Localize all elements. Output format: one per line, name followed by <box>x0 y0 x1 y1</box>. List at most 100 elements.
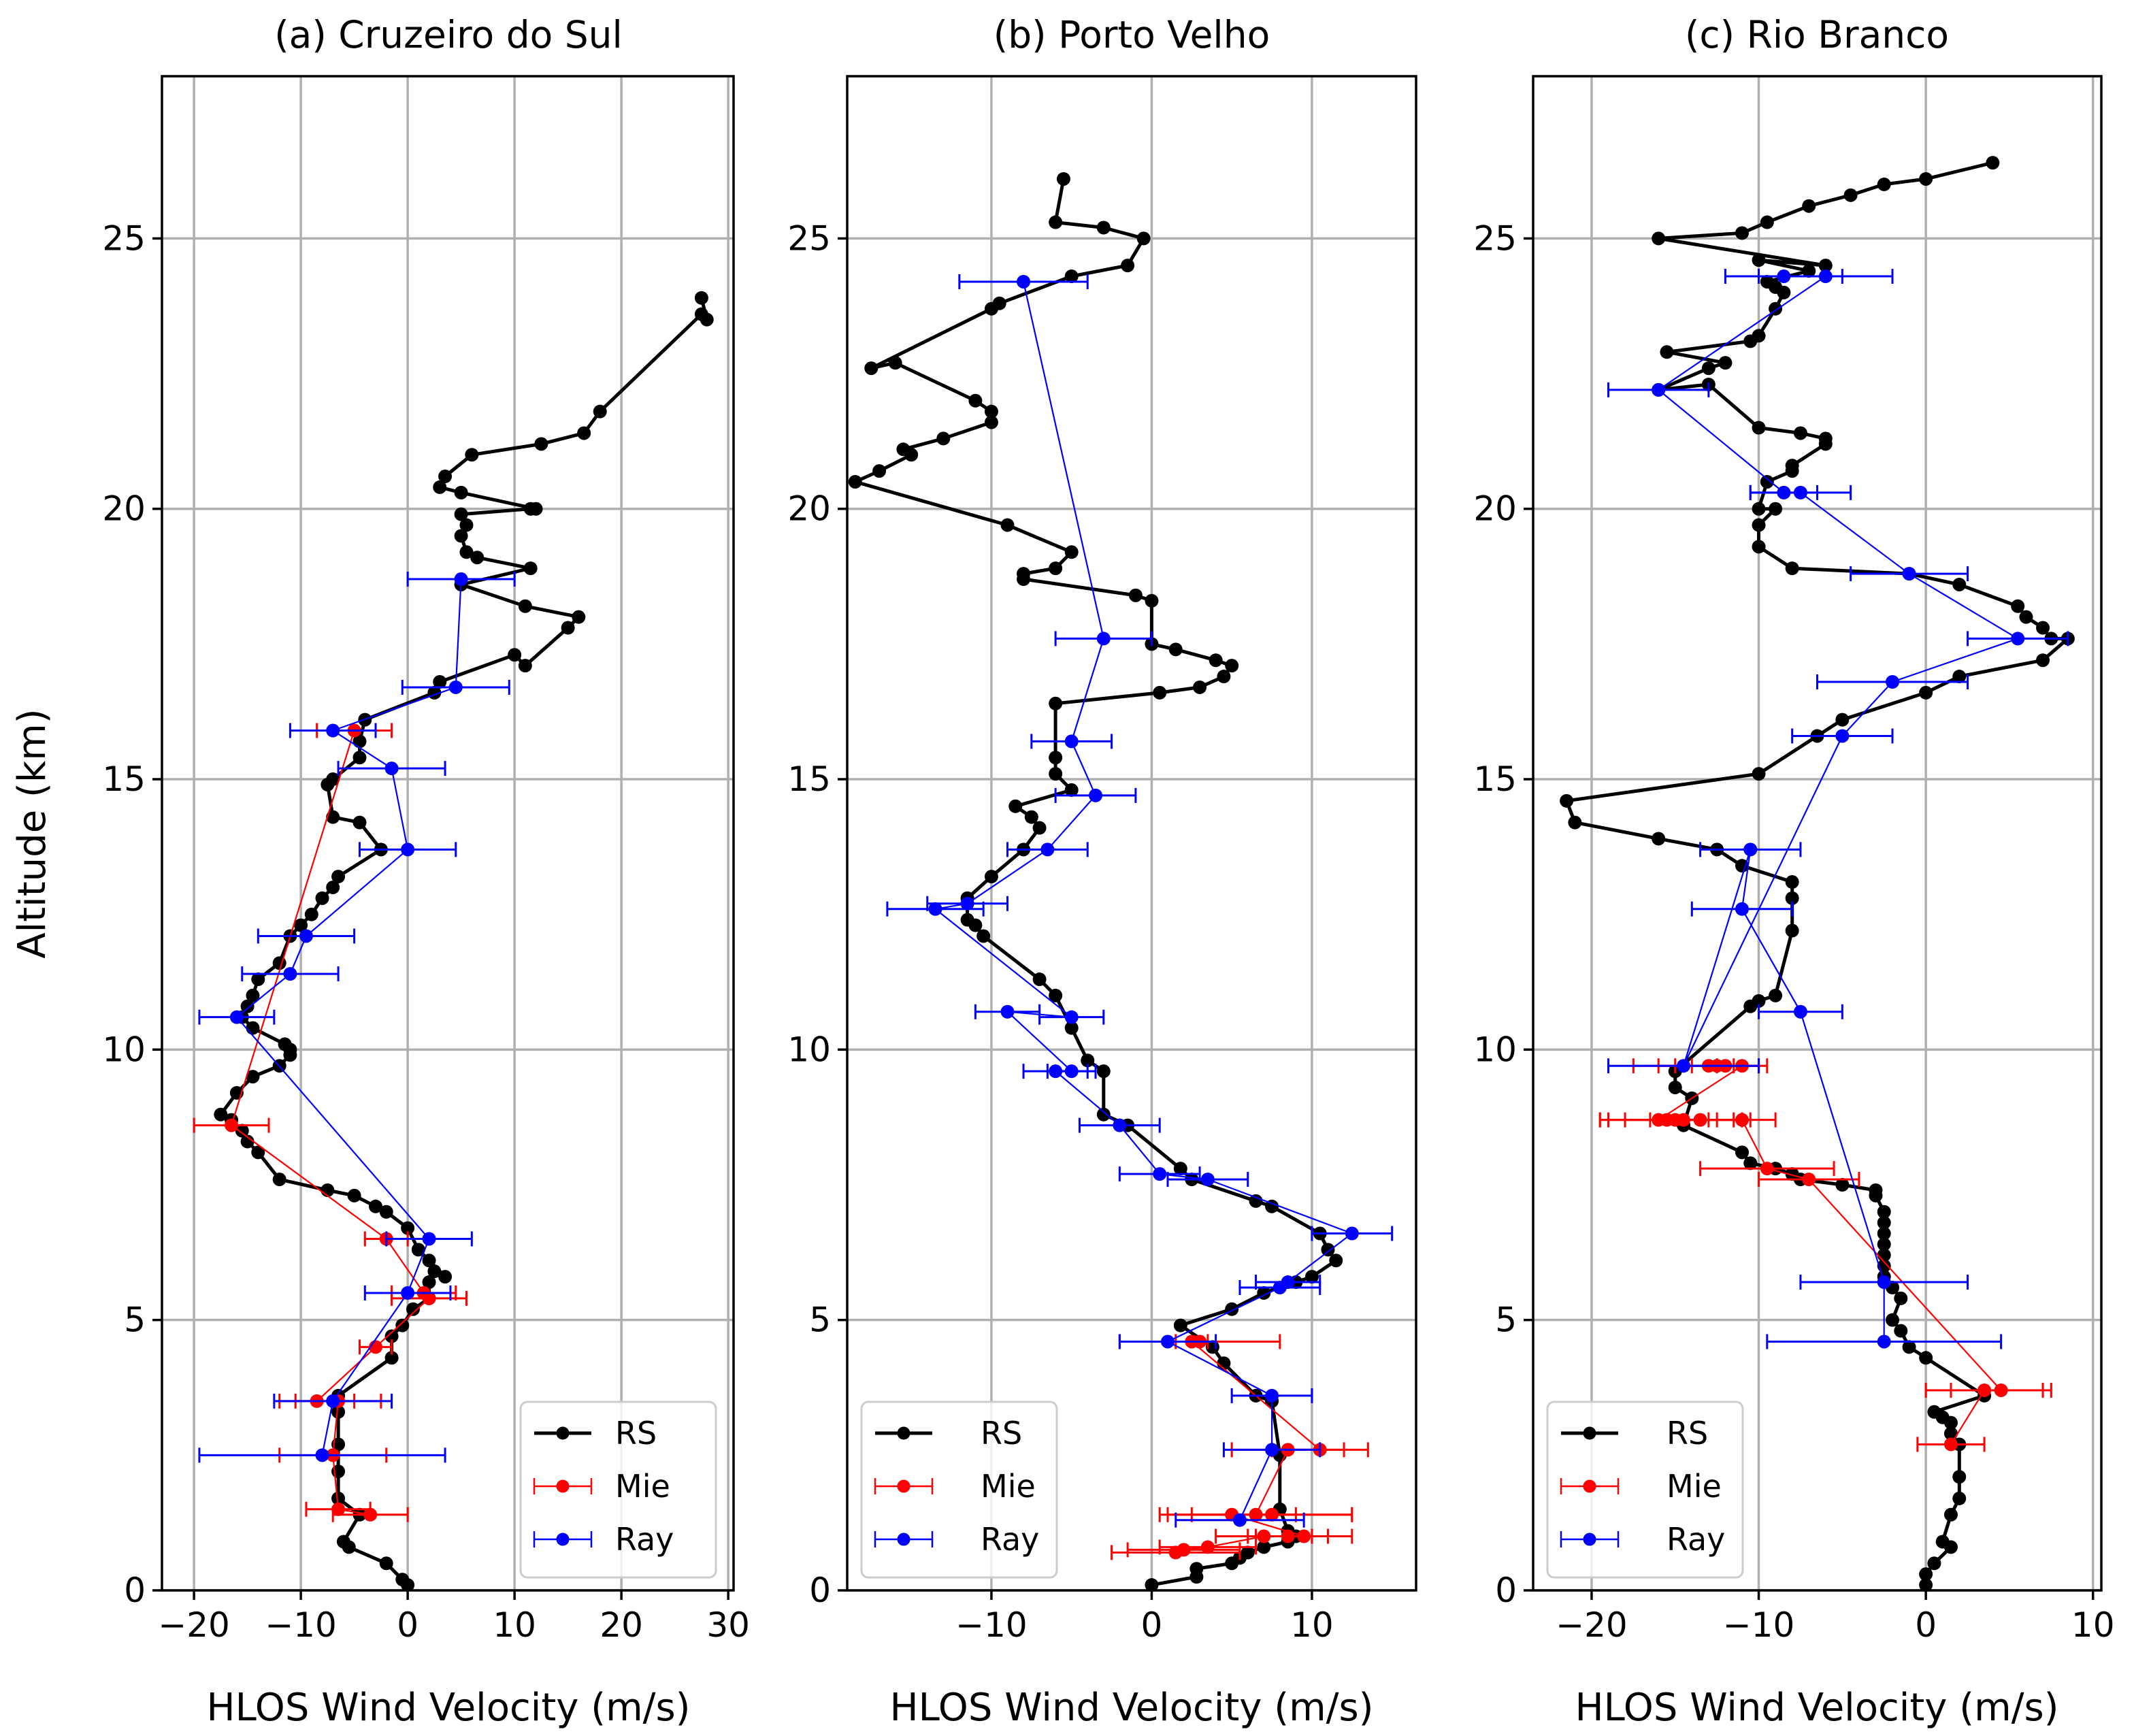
chart-title: (b) Porto Velho <box>994 13 1270 56</box>
data-point-rs <box>1225 659 1239 673</box>
data-point-ray <box>1735 902 1749 916</box>
data-point-rs <box>1877 1205 1891 1219</box>
data-point-rs <box>1652 832 1666 846</box>
y-tick-label: 10 <box>102 1030 146 1069</box>
data-point-rs <box>1952 670 1967 684</box>
data-point-rs <box>2011 599 2025 613</box>
data-point-rs <box>1121 259 1135 273</box>
data-point-rs <box>1321 1243 1335 1257</box>
data-point-ray <box>1064 734 1079 749</box>
data-point-rs <box>1935 1535 1950 1549</box>
data-point-rs <box>518 599 532 613</box>
data-point-rs <box>1652 231 1666 246</box>
data-point-rs <box>1877 1215 1891 1230</box>
data-point-rs <box>561 621 575 635</box>
data-point-rs <box>992 296 1006 310</box>
data-point-rs <box>534 437 548 451</box>
data-point-ray <box>1113 1118 1127 1132</box>
data-point-rs <box>272 956 286 970</box>
data-point-rs <box>1024 810 1038 824</box>
x-tick-label: 10 <box>2071 1605 2115 1645</box>
data-point-rs <box>1064 783 1079 797</box>
data-point-ray <box>1793 1004 1807 1019</box>
data-point-rs <box>1257 1540 1271 1554</box>
data-point-ray <box>448 680 463 694</box>
data-point-mie <box>1297 1529 1311 1543</box>
data-point-ray <box>1652 382 1666 397</box>
data-point-rs <box>864 361 879 376</box>
data-point-rs <box>1769 988 1783 1002</box>
data-point-rs <box>304 907 318 921</box>
series-rs <box>1560 156 2075 1592</box>
data-point-rs <box>1785 561 1799 576</box>
data-point-rs <box>1056 171 1070 186</box>
data-point-mie <box>1652 1113 1666 1127</box>
data-point-ray <box>1777 269 1791 284</box>
data-point-rs <box>1064 269 1079 284</box>
data-point-rs <box>1193 680 1207 694</box>
chart-title: (c) Rio Branco <box>1685 13 1949 56</box>
data-point-rs <box>438 470 453 484</box>
data-point-rs <box>1568 815 1582 830</box>
data-point-ray <box>1265 1388 1279 1403</box>
data-point-ray <box>1089 788 1103 802</box>
data-point-rs <box>848 474 862 489</box>
x-axis-label: HLOS Wind Velocity (m/s) <box>889 1686 1373 1730</box>
data-point-rs <box>1049 767 1063 781</box>
data-point-rs <box>1064 1021 1079 1035</box>
data-point-rs <box>1793 426 1807 440</box>
data-point-rs <box>1049 751 1063 765</box>
y-tick-label: 15 <box>1473 759 1517 799</box>
data-point-rs <box>406 1302 420 1316</box>
data-point-rs <box>872 464 887 478</box>
data-point-rs <box>2036 621 2050 635</box>
data-point-rs <box>1835 713 1850 727</box>
plot-frame <box>161 75 735 1592</box>
data-point-rs <box>1919 1351 1933 1365</box>
data-point-rs <box>1894 1324 1908 1338</box>
data-point-rs <box>331 1491 346 1505</box>
data-point-ray <box>928 902 942 916</box>
data-point-rs <box>976 929 991 943</box>
data-point-ray <box>401 842 415 857</box>
data-point-rs <box>384 1329 399 1343</box>
data-point-mie <box>225 1118 239 1132</box>
data-point-rs <box>1785 923 1799 938</box>
data-point-rs <box>1752 421 1766 435</box>
data-point-rs <box>1081 1053 1095 1068</box>
data-point-rs <box>251 1145 265 1160</box>
data-point-mie <box>1693 1113 1707 1127</box>
data-point-rs <box>577 426 591 440</box>
data-point-rs <box>1718 356 1733 370</box>
data-point-rs <box>1168 642 1183 657</box>
y-tick-label: 25 <box>787 218 831 258</box>
data-point-rs <box>294 918 308 932</box>
data-point-rs <box>968 393 983 408</box>
data-point-rs <box>1752 540 1766 554</box>
data-point-rs <box>508 648 522 662</box>
data-point-ray <box>229 1010 244 1024</box>
legend-label-rs: RS <box>981 1415 1022 1452</box>
data-point-ray <box>1064 1064 1079 1079</box>
data-point-ray <box>315 1448 329 1462</box>
x-tick-label: −10 <box>1723 1605 1795 1645</box>
data-point-ray <box>283 967 297 981</box>
data-point-rs <box>379 1205 393 1219</box>
data-point-ray <box>1049 1064 1063 1079</box>
y-tick-label: 0 <box>1495 1571 1517 1610</box>
data-point-rs <box>1952 577 1967 591</box>
data-point-ray <box>1040 842 1055 857</box>
plot-frame <box>1532 75 2103 1592</box>
data-point-rs <box>251 972 265 987</box>
data-point-rs <box>331 1405 346 1419</box>
legend: RS Mie Ray <box>519 1401 717 1579</box>
data-point-rs <box>395 1318 410 1332</box>
data-point-rs <box>433 480 447 494</box>
data-point-rs <box>240 999 255 1013</box>
data-point-rs <box>422 1254 436 1268</box>
data-point-rs <box>896 442 910 457</box>
data-point-ray <box>384 761 399 776</box>
x-axis-label: HLOS Wind Velocity (m/s) <box>1575 1686 2058 1730</box>
data-point-ray <box>1096 632 1111 646</box>
data-point-rs <box>1769 502 1783 516</box>
